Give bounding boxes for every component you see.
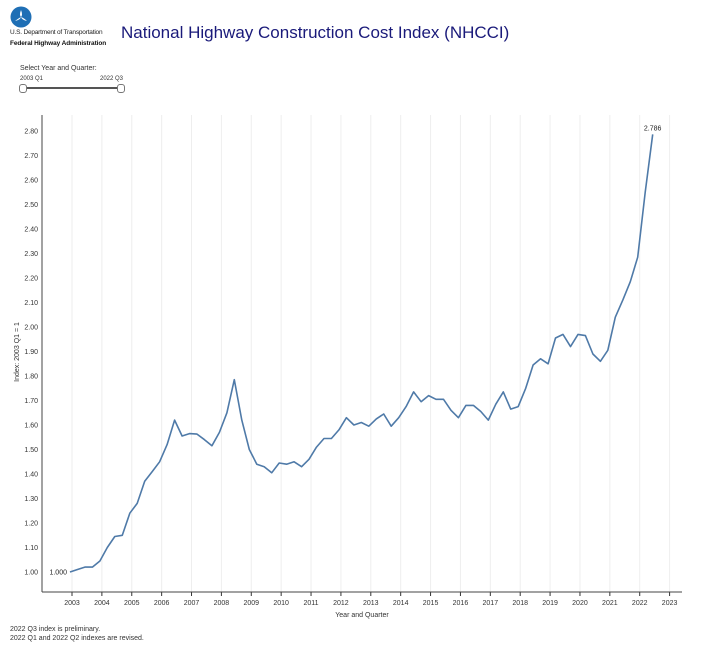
- x-tick-label: 2014: [393, 600, 409, 607]
- slider-handle-end[interactable]: [117, 84, 125, 93]
- dot-logo-icon: [10, 6, 32, 28]
- y-tick-label: 2.50: [24, 202, 38, 209]
- x-tick-label: 2022: [632, 600, 648, 607]
- y-tick-label: 1.00: [24, 570, 38, 577]
- start-value-label: 1.000: [49, 570, 67, 577]
- y-tick-label: 1.90: [24, 349, 38, 356]
- slider-min-label: 2003 Q1: [20, 76, 44, 82]
- x-tick-label: 2020: [572, 600, 588, 607]
- x-tick-label: 2023: [662, 600, 678, 607]
- x-tick-label: 2007: [184, 600, 200, 607]
- end-value-label: 2.786: [644, 125, 662, 132]
- x-tick-label: 2013: [363, 600, 379, 607]
- x-tick-label: 2017: [483, 600, 499, 607]
- x-tick-label: 2004: [94, 600, 110, 607]
- x-tick-label: 2008: [214, 600, 230, 607]
- y-tick-label: 2.00: [24, 325, 38, 332]
- y-tick-label: 1.80: [24, 374, 38, 381]
- y-tick-label: 1.10: [24, 545, 38, 552]
- x-tick-label: 2019: [542, 600, 558, 607]
- y-tick-label: 2.60: [24, 178, 38, 185]
- slider-handle-start[interactable]: [19, 84, 27, 93]
- y-tick-label: 2.10: [24, 300, 38, 307]
- y-tick-label: 2.30: [24, 251, 38, 258]
- y-tick-label: 2.80: [24, 129, 38, 136]
- agency-line2: Federal Highway Administration: [10, 40, 107, 47]
- x-tick-label: 2011: [304, 600, 319, 607]
- footnote-1: 2022 Q3 index is preliminary.: [10, 626, 101, 633]
- y-tick-label: 1.20: [24, 521, 38, 528]
- y-tick-label: 2.70: [24, 153, 38, 160]
- y-tick-label: 1.60: [24, 423, 38, 430]
- x-tick-label: 2018: [512, 600, 528, 607]
- y-tick-label: 1.40: [24, 472, 38, 479]
- x-tick-label: 2012: [333, 600, 349, 607]
- y-tick-label: 2.20: [24, 276, 38, 283]
- y-axis-title: Index: 2003 Q1 = 1: [14, 322, 21, 382]
- series-line: [69, 134, 654, 573]
- x-axis-title: Year and Quarter: [335, 612, 389, 619]
- x-tick-label: 2006: [154, 600, 170, 607]
- x-tick-label: 2009: [243, 600, 259, 607]
- slider-label: Select Year and Quarter:: [20, 65, 97, 72]
- y-tick-label: 1.30: [24, 496, 38, 503]
- x-tick-label: 2010: [273, 600, 289, 607]
- x-tick-label: 2003: [64, 600, 80, 607]
- y-tick-label: 1.70: [24, 398, 38, 405]
- x-tick-label: 2021: [602, 600, 618, 607]
- y-tick-label: 2.40: [24, 227, 38, 234]
- x-tick-label: 2016: [453, 600, 469, 607]
- slider-track[interactable]: [22, 87, 122, 89]
- y-tick-label: 1.50: [24, 447, 38, 454]
- agency-line1: U.S. Department of Transportation: [10, 29, 103, 36]
- x-tick-label: 2005: [124, 600, 140, 607]
- slider-max-label: 2022 Q3: [100, 76, 124, 82]
- page-title: National Highway Construction Cost Index…: [121, 23, 510, 42]
- x-tick-label: 2015: [423, 600, 439, 607]
- footnote-2: 2022 Q1 and 2022 Q2 indexes are revised.: [10, 635, 144, 642]
